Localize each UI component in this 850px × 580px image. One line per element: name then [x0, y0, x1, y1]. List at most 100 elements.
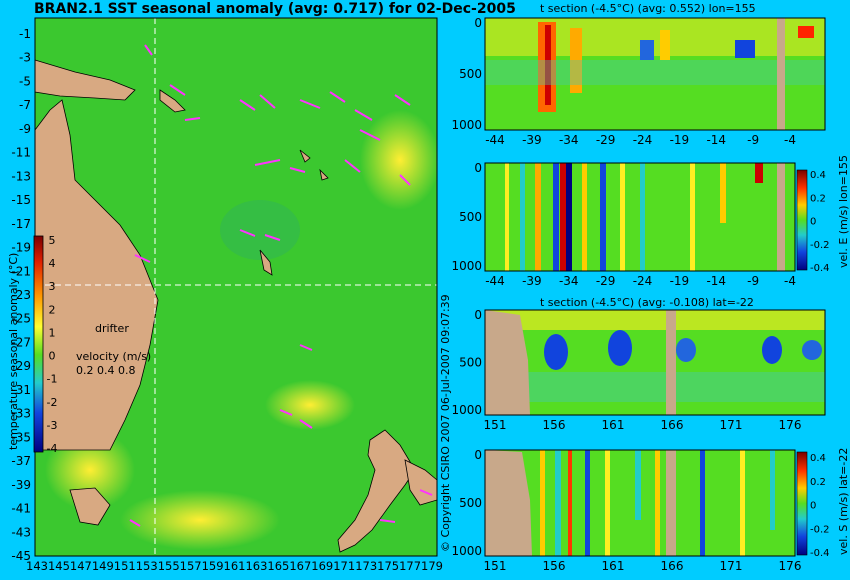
section-x-tick: 156: [543, 418, 566, 432]
map-lat-tick: -35: [11, 430, 31, 444]
sst-colorbar-tick: 4: [49, 257, 56, 270]
map-lon-tick: 179: [421, 559, 443, 573]
sst-colorbar-tick: -4: [47, 442, 58, 455]
map-lon-tick: 149: [92, 559, 114, 573]
papua-new-guinea: [34, 59, 136, 101]
section-x-tick: -39: [522, 133, 542, 147]
velocity-colorbar-tick: 0.4: [810, 170, 826, 181]
main-title: BRAN2.1 SST seasonal anomaly (avg: 0.717…: [34, 1, 516, 17]
map-lat-tick: -23: [11, 288, 31, 302]
map-lon-tick: 171: [333, 559, 355, 573]
section-x-tick: 151: [484, 559, 507, 573]
map-lat-tick: -43: [11, 525, 31, 539]
map-lon-tick: 165: [267, 559, 289, 573]
map-lon-tick: 167: [289, 559, 311, 573]
velocity-colorbar-tick: -0.2: [810, 240, 830, 251]
section-depth-tick: 0: [474, 161, 482, 175]
map-lon-tick: 161: [224, 559, 246, 573]
section-depth-tick: 500: [459, 496, 482, 510]
section-depth-tick: 500: [459, 210, 482, 224]
section-x-tick: -29: [596, 274, 616, 288]
sst-colorbar-tick: 0: [49, 350, 56, 363]
drifter-legend-label: drifter: [95, 322, 129, 335]
section-x-tick: 176: [779, 559, 802, 573]
velocity-colorbar-tick: 0: [810, 501, 816, 512]
velocity-colorbar-tick: 0.4: [810, 453, 826, 464]
map-lon-tick: 157: [180, 559, 202, 573]
map-lat-tick: -29: [11, 359, 31, 373]
section-x-tick: 171: [720, 418, 743, 432]
section-x-tick: 156: [543, 559, 566, 573]
map-lon-tick: 163: [245, 559, 267, 573]
panel-t-lat22: [484, 309, 826, 416]
new-zealand: [337, 429, 416, 553]
map-lat-tick: -13: [11, 169, 31, 183]
section-x-tick: 176: [779, 418, 802, 432]
map-lon-tick: 147: [70, 559, 92, 573]
map-lat-tick: -3: [19, 51, 31, 65]
section-x-tick: -24: [633, 274, 653, 288]
section-depth-tick: 1000: [451, 118, 482, 132]
map-lat-tick: -17: [11, 217, 31, 231]
section-x-tick: -44: [485, 133, 505, 147]
map-lat-tick: -11: [11, 146, 31, 160]
map-lat-tick: -27: [11, 335, 31, 349]
map-lat-tick: -15: [11, 193, 31, 207]
section-depth-tick: 0: [474, 448, 482, 462]
sst-colorbar: [33, 235, 44, 453]
map-lon-tick: 159: [202, 559, 224, 573]
section-x-tick: -29: [596, 133, 616, 147]
velocity-colorbar-tick: 0.2: [810, 477, 826, 488]
sst-colorbar-label: temperature seasonal anomaly (°C): [7, 252, 20, 450]
title-t-lon155: t section (-4.5°C) (avg: 0.552) lon=155: [540, 2, 756, 15]
section-x-tick: -34: [559, 133, 579, 147]
map-lon-tick: 175: [377, 559, 399, 573]
map-lat-tick: -31: [11, 383, 31, 397]
drifter-arrows: [129, 44, 433, 527]
sst-map: [33, 17, 440, 557]
map-lat-tick: -19: [11, 241, 31, 255]
map-lat-tick: -33: [11, 407, 31, 421]
section-depth-tick: 1000: [451, 259, 482, 273]
section-x-tick: -14: [706, 133, 726, 147]
section-x-tick: -24: [633, 133, 653, 147]
panel-velE-lon155: [484, 162, 808, 272]
section-depth-tick: 500: [459, 67, 482, 81]
map-lat-tick: -21: [11, 264, 31, 278]
velocity-legend-label: velocity (m/s): [76, 350, 152, 363]
section-x-tick: 161: [602, 559, 625, 573]
map-lat-tick: -45: [11, 549, 31, 563]
velocity-colorbar-tick: -0.2: [810, 524, 830, 535]
map-lat-tick: -1: [19, 27, 31, 41]
velocity-colorbar-tick: 0: [810, 217, 816, 228]
map-lat-tick: -41: [11, 502, 31, 516]
panel-t-lon155: [484, 17, 826, 131]
section-x-tick: -4: [784, 133, 796, 147]
sst-colorbar-tick: 2: [49, 303, 56, 316]
velocity-legend-values: 0.2 0.4 0.8: [76, 364, 136, 377]
section-x-tick: 161: [602, 418, 625, 432]
section-x-tick: -19: [670, 274, 690, 288]
panel-velS-lat22: [484, 449, 808, 557]
tasmania: [69, 487, 111, 526]
section-depth-tick: 1000: [451, 403, 482, 417]
map-lon-tick: 173: [355, 559, 377, 573]
tick-labels: -1-3-5-7-9-11-13-15-17-19-21-23-25-27-29…: [11, 16, 829, 573]
map-lon-tick: 151: [114, 559, 136, 573]
sst-colorbar-tick: 1: [49, 326, 56, 339]
copyright: © Copyright CSIRO 2007 06-Jul-2007 09:07…: [439, 294, 452, 552]
section-x-tick: -9: [747, 274, 759, 288]
map-lon-tick: 177: [399, 559, 421, 573]
sst-colorbar-tick: -1: [47, 373, 58, 386]
australia: [34, 99, 159, 451]
velE-colorbar-label: vel. E (m/s) lon=155: [837, 155, 850, 268]
section-depth-tick: 500: [459, 356, 482, 370]
section-x-tick: -44: [485, 274, 505, 288]
section-x-tick: -9: [747, 133, 759, 147]
map-lon-tick: 145: [48, 559, 70, 573]
map-lat-tick: -7: [19, 98, 31, 112]
sst-colorbar-tick: -2: [47, 396, 58, 409]
sst-colorbar-tick: 3: [49, 280, 56, 293]
map-lat-tick: -39: [11, 478, 31, 492]
